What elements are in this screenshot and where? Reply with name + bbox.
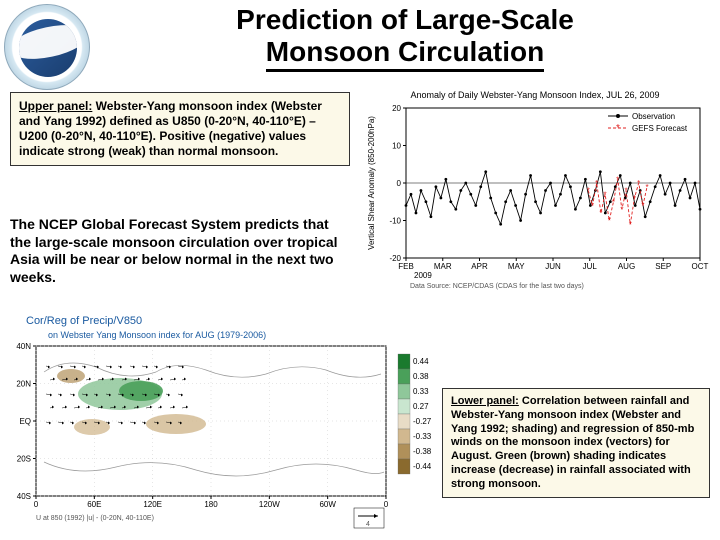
svg-text:*: * — [612, 198, 615, 207]
svg-text:4: 4 — [366, 521, 370, 528]
slide-title: Prediction of Large-Scale Monsoon Circul… — [100, 4, 710, 72]
svg-text:0: 0 — [34, 500, 39, 509]
svg-text:*: * — [641, 202, 644, 211]
lower-caption-label: Lower panel: — [451, 395, 519, 407]
svg-text:2009: 2009 — [414, 271, 432, 280]
svg-text:60E: 60E — [87, 500, 101, 509]
svg-text:20S: 20S — [17, 455, 31, 464]
svg-text:0.44: 0.44 — [413, 357, 429, 366]
svg-text:0.33: 0.33 — [413, 387, 429, 396]
svg-text:120E: 120E — [143, 500, 162, 509]
svg-text:20N: 20N — [16, 380, 31, 389]
svg-text:SEP: SEP — [655, 262, 671, 271]
lower-caption-box: Lower panel: Correlation between rainfal… — [442, 388, 710, 498]
svg-text:*: * — [616, 123, 620, 134]
svg-text:JUL: JUL — [583, 262, 598, 271]
title-line-1: Prediction of Large-Scale — [100, 4, 710, 36]
svg-text:40N: 40N — [16, 342, 31, 351]
svg-text:Anomaly of Daily Webster-Yang: Anomaly of Daily Webster-Yang Monsoon In… — [411, 90, 660, 100]
svg-text:OCT: OCT — [692, 262, 709, 271]
svg-text:on Webster Yang Monsoon index: on Webster Yang Monsoon index for AUG (1… — [48, 330, 266, 340]
svg-text:U at 850 (1992) |u| - (0-20N,: U at 850 (1992) |u| - (0-20N, 40-110E) — [36, 515, 154, 522]
svg-text:60W: 60W — [319, 500, 336, 509]
svg-text:-0.38: -0.38 — [413, 447, 432, 456]
svg-text:10: 10 — [392, 142, 401, 151]
upper-caption-box: Upper panel: Webster-Yang monsoon index … — [10, 92, 350, 166]
svg-text:*: * — [620, 205, 623, 214]
svg-text:FEB: FEB — [398, 262, 414, 271]
svg-text:-0.44: -0.44 — [413, 462, 432, 471]
svg-text:0.38: 0.38 — [413, 372, 429, 381]
svg-text:GEFS Forecast: GEFS Forecast — [632, 124, 688, 133]
svg-text:0: 0 — [384, 500, 389, 509]
svg-text:Data Source: NCEP/CDAS (CDAS f: Data Source: NCEP/CDAS (CDAS for the las… — [410, 283, 584, 290]
svg-text:120W: 120W — [259, 500, 280, 509]
svg-text:0: 0 — [397, 179, 402, 188]
title-line-2: Monsoon Circulation — [266, 36, 544, 72]
svg-text:0.27: 0.27 — [413, 402, 429, 411]
svg-text:EQ: EQ — [19, 417, 31, 426]
upper-caption-label: Upper panel: — [19, 99, 92, 113]
svg-text:180: 180 — [204, 500, 218, 509]
ncep-paragraph: The NCEP Global Forecast System predicts… — [10, 216, 350, 286]
svg-text:-0.33: -0.33 — [413, 432, 432, 441]
lower-caption-text: Correlation between rainfall and Webster… — [451, 395, 694, 490]
noaa-logo — [4, 4, 90, 90]
svg-text:-10: -10 — [389, 217, 401, 226]
svg-text:-0.27: -0.27 — [413, 417, 432, 426]
svg-text:APR: APR — [471, 262, 488, 271]
svg-text:AUG: AUG — [618, 262, 635, 271]
timeseries-chart: Anomaly of Daily Webster-Yang Monsoon In… — [360, 88, 710, 298]
svg-text:MAR: MAR — [434, 262, 452, 271]
svg-text:MAY: MAY — [508, 262, 525, 271]
svg-text:20: 20 — [392, 104, 401, 113]
svg-text:40S: 40S — [17, 492, 31, 501]
svg-text:JUN: JUN — [545, 262, 561, 271]
svg-text:Vertical Shear Anomaly (850-20: Vertical Shear Anomaly (850-200hPa) — [367, 116, 376, 250]
map-chart: Cor/Reg of Precip/V850 on Webster Yang Mo… — [6, 312, 436, 532]
svg-text:Cor/Reg of Precip/V850: Cor/Reg of Precip/V850 — [26, 315, 142, 327]
svg-text:Observation: Observation — [632, 112, 675, 121]
